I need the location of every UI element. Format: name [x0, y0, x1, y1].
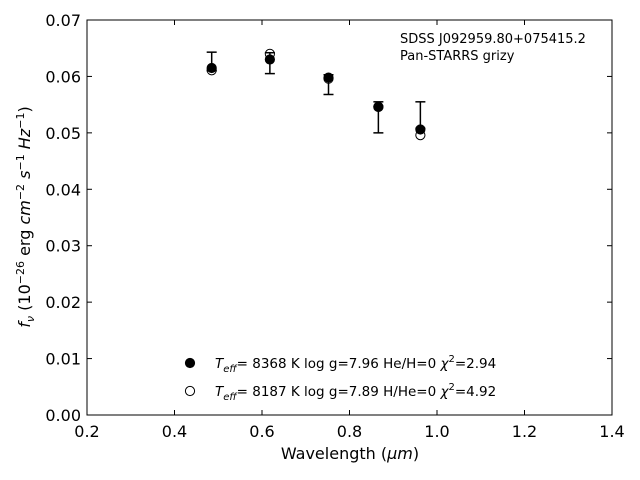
legend-marker-open — [184, 385, 196, 397]
x-tick-label: 1.0 — [424, 422, 449, 441]
model-markers — [206, 48, 426, 141]
x-tick-label: 0.8 — [337, 422, 362, 441]
y-tick-label: 0.00 — [45, 406, 81, 425]
target-name: SDSS J092959.80+075415.2 — [400, 32, 586, 47]
y-tick-label: 0.05 — [45, 124, 81, 143]
filled-model-point — [264, 54, 275, 65]
legend: Teff= 8368 K log g=7.96 He/H=0 χ2=2.94 T… — [184, 354, 496, 403]
x-tick-label: 0.4 — [162, 422, 187, 441]
error-bars — [206, 51, 426, 134]
x-tick-label: 0.6 — [249, 422, 274, 441]
legend-entry-filled: Teff= 8368 K log g=7.96 He/H=0 χ2=2.94 — [215, 354, 496, 375]
y-tick-label: 0.02 — [45, 293, 81, 312]
filled-model-point — [206, 62, 217, 74]
y-tick-label: 0.04 — [45, 180, 81, 199]
axis-ticks — [86, 19, 613, 416]
y-axis-label: fν (10−26 erg cm−2 s−1 Hz−1) — [14, 106, 37, 327]
legend-entry-open: Teff= 8187 K log g=7.89 H/He=0 χ2=4.92 — [215, 382, 496, 403]
x-axis-label: Wavelength (μm) — [281, 444, 419, 463]
filled-model-point — [415, 124, 426, 135]
y-tick-label: 0.01 — [45, 350, 81, 369]
filled-model-point — [373, 101, 384, 113]
x-tick-label: 1.4 — [599, 422, 624, 441]
legend-marker-filled — [184, 357, 196, 369]
tick-labels: 0.2 0.4 0.6 0.8 1.0 1.2 1.4 0.00 0.01 0.02 0.03 0.0… — [45, 11, 624, 441]
y-tick-label: 0.06 — [45, 67, 81, 86]
x-tick-label: 0.2 — [74, 422, 99, 441]
filled-model-point — [323, 72, 334, 83]
y-tick-label: 0.07 — [45, 11, 81, 30]
survey-name: Pan-STARRS grizy — [400, 49, 515, 64]
y-tick-label: 0.03 — [45, 237, 81, 256]
x-tick-label: 1.2 — [512, 422, 537, 441]
